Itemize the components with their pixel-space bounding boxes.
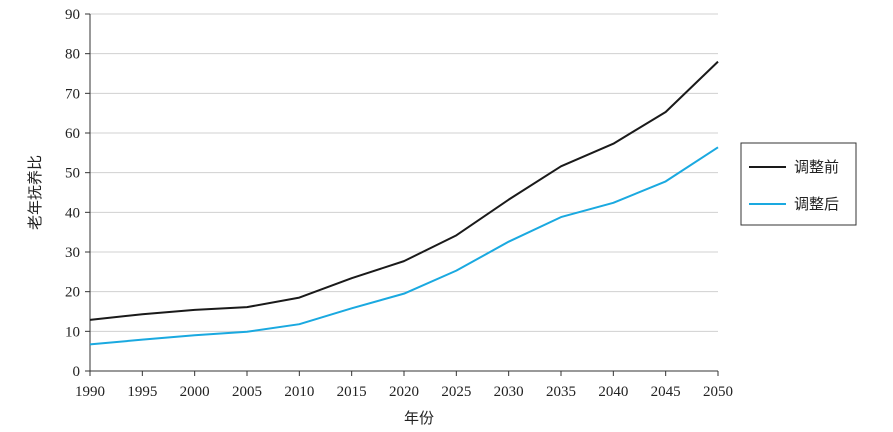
series-line-1: [89, 60, 719, 321]
x-axis-title: 年份: [404, 409, 434, 427]
x-tick-label: 2020: [389, 384, 419, 400]
axes: [85, 13, 719, 376]
y-tick-label: 0: [73, 364, 81, 380]
x-tick-label: 2025: [441, 384, 471, 400]
y-tick-label: 20: [65, 285, 80, 301]
legend-box: [740, 142, 857, 226]
y-tick-labels: 0 10 20 30 40 50 60 70 80 90: [65, 7, 80, 380]
y-tick-label: 40: [65, 205, 80, 221]
x-tick-label: 1990: [75, 384, 105, 400]
y-tick-label: 30: [65, 245, 80, 261]
y-tick-label: 50: [65, 166, 80, 182]
x-tick-labels: 1990 1995 2000 2005 2010 2015 2020 2025 2030 2035…: [75, 384, 733, 400]
x-tick-label: 2045: [651, 384, 681, 400]
x-tick-label: 2030: [494, 384, 524, 400]
legend-label: 调整后: [794, 195, 839, 213]
y-tick-label: 10: [65, 324, 80, 340]
legend-label: 调整前: [794, 158, 839, 176]
y-tick-label: 90: [65, 7, 80, 23]
x-tick-label: 1995: [127, 384, 157, 400]
x-tick-label: 2000: [180, 384, 210, 400]
series-line-2: [89, 146, 719, 346]
x-tick-label: 2015: [337, 384, 367, 400]
y-axis-title: 老年抚养比: [26, 155, 44, 230]
x-tick-label: 2035: [546, 384, 576, 400]
y-tick-label: 70: [65, 86, 80, 102]
y-tick-label: 60: [65, 126, 80, 142]
x-tick-label: 2040: [598, 384, 628, 400]
x-tick-label: 2005: [232, 384, 262, 400]
x-tick-label: 2050: [703, 384, 733, 400]
grid-lines: [90, 13, 718, 332]
y-tick-label: 80: [65, 47, 80, 63]
series-lines: [89, 60, 719, 346]
x-tick-label: 2010: [284, 384, 314, 400]
